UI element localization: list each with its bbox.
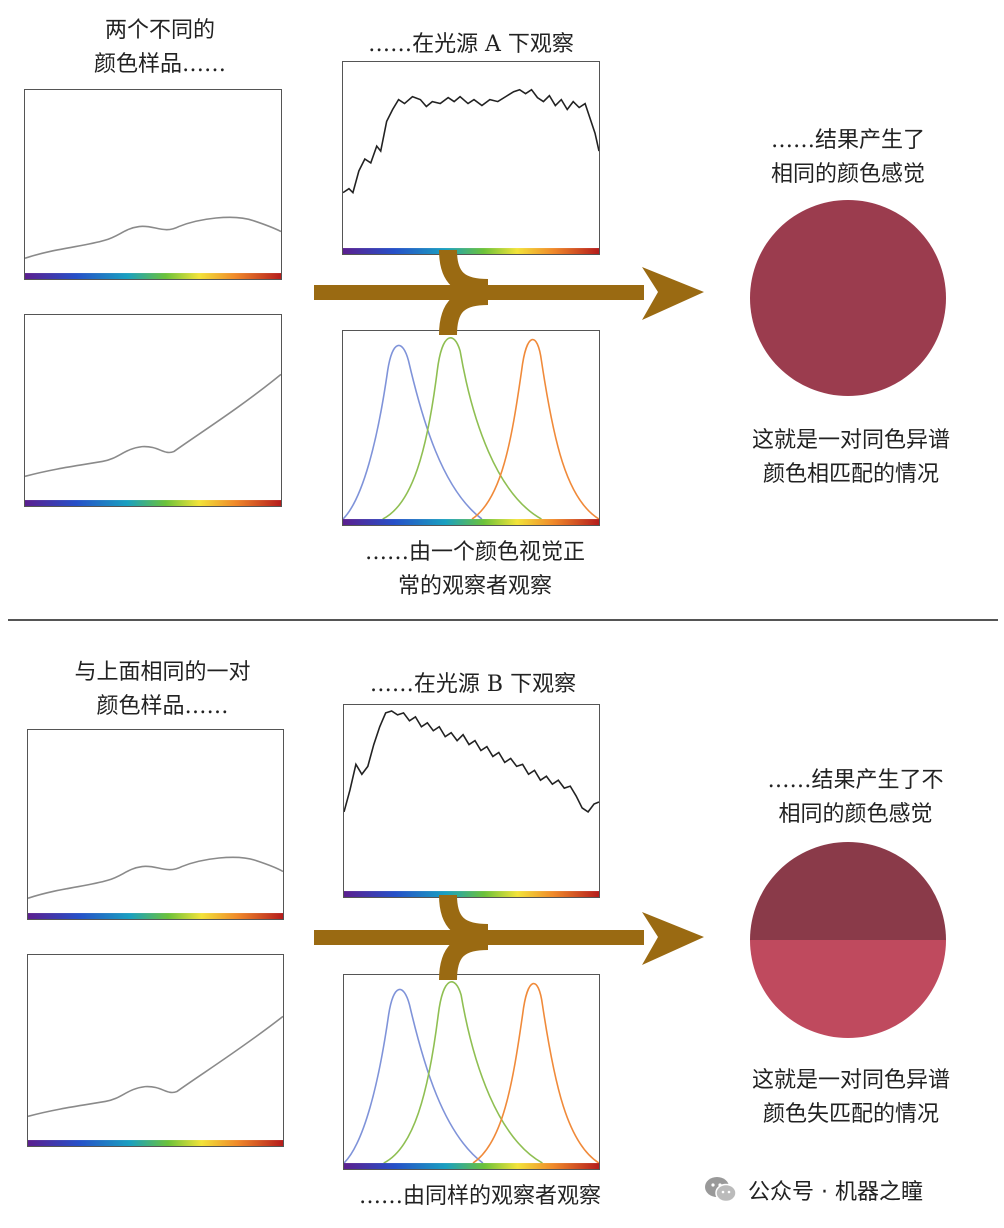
bottom-sample-1-curve	[28, 856, 283, 899]
watermark: 公众号 · 机器之瞳	[704, 1173, 923, 1207]
cone-medium-curve	[382, 337, 542, 520]
bottom-result-color-circle	[750, 842, 946, 1038]
top-sample-2-svg	[25, 373, 281, 506]
bottom-result-lower	[750, 940, 946, 1038]
bottom-observer-svg	[344, 981, 599, 1169]
top-conclusion-label: 这就是一对同色异谱 颜色相匹配的情况	[751, 428, 950, 487]
top-sample-1-spectrum	[24, 89, 282, 280]
cone-long-curve	[472, 982, 599, 1164]
spectrum-bar	[343, 519, 599, 525]
bottom-sample-2-curve	[28, 1015, 283, 1118]
illuminant-b-spectrum	[343, 704, 600, 898]
spectrum-bar	[28, 913, 283, 919]
cone-short-curve	[343, 344, 483, 520]
top-result-color-circle	[750, 200, 946, 396]
top-result-lower	[750, 298, 946, 396]
top-combine-arrow	[314, 250, 704, 335]
spectrum-bar	[25, 500, 281, 506]
illuminant-b-curve	[344, 710, 599, 813]
top-observer-svg	[343, 337, 599, 525]
top-sample-2-spectrum	[24, 314, 282, 507]
top-observer-sensitivity	[342, 330, 600, 526]
watermark-text: 公众号 · 机器之瞳	[748, 1180, 923, 1205]
top-sample-1-svg	[25, 216, 281, 279]
bottom-result-upper	[750, 842, 946, 940]
illuminant-a-spectrum	[342, 61, 600, 255]
bottom-light-label: ……在光源 B 下观察	[369, 672, 577, 697]
bottom-sample-2-svg	[28, 1015, 283, 1146]
top-observer-label: ……由一个颜色视觉正 常的观察者观察	[364, 540, 585, 599]
top-sample-2-curve	[25, 373, 281, 478]
wechat-icon	[705, 1177, 737, 1203]
bottom-conclusion-label: 这就是一对同色异谱 颜色失匹配的情况	[751, 1068, 950, 1127]
spectrum-bar	[344, 891, 599, 897]
bottom-sample-1-svg	[28, 856, 283, 919]
spectrum-bar	[25, 273, 281, 279]
bottom-result-label: ……结果产生了不 相同的颜色感觉	[767, 768, 944, 827]
bottom-sample-2-spectrum	[27, 954, 284, 1147]
illuminant-a-svg	[343, 88, 599, 254]
section-divider	[8, 619, 998, 621]
illuminant-a-curve	[343, 88, 599, 195]
bottom-sample-1-spectrum	[27, 729, 284, 920]
bottom-observer-sensitivity	[343, 974, 600, 1170]
bottom-observer-label: ……由同样的观察者观察	[358, 1184, 601, 1209]
cone-short-curve	[344, 988, 484, 1164]
top-sample-1-curve	[25, 216, 281, 259]
spectrum-bar	[344, 1163, 599, 1169]
cone-medium-curve	[383, 981, 543, 1164]
top-light-label: ……在光源 A 下观察	[368, 32, 574, 57]
spectrum-bar	[343, 248, 599, 254]
bottom-combine-arrow	[314, 895, 704, 980]
top-samples-label: 两个不同的 颜色样品……	[93, 18, 226, 77]
bottom-samples-label: 与上面相同的一对 颜色样品……	[74, 660, 251, 719]
illuminant-b-svg	[344, 710, 599, 897]
top-result-upper	[750, 200, 946, 298]
spectrum-bar	[28, 1140, 283, 1146]
top-result-label: ……结果产生了 相同的颜色感觉	[770, 128, 925, 187]
cone-long-curve	[471, 338, 599, 520]
